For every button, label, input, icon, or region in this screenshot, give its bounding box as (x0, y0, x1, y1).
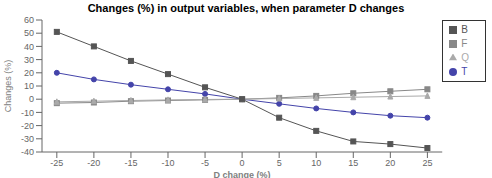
svg-text:20: 20 (24, 68, 34, 78)
svg-text:5: 5 (277, 158, 282, 168)
svg-text:15: 15 (348, 158, 358, 168)
html-text:Changes (%) in output variable: Changes (%) in output variables, when pa… (87, 2, 405, 14)
svg-text:-15: -15 (124, 158, 137, 168)
svg-text:-25: -25 (50, 158, 63, 168)
svg-text:0: 0 (29, 94, 34, 104)
svg-text:-40: -40 (21, 147, 34, 157)
svg-text:-20: -20 (87, 158, 100, 168)
svg-text:10: 10 (24, 81, 34, 91)
svg-text:-10: -10 (21, 108, 34, 118)
svg-text:-20: -20 (21, 121, 34, 131)
svg-text:30: 30 (24, 55, 34, 65)
svg-text:-10: -10 (161, 158, 174, 168)
svg-text:50: 50 (24, 28, 34, 38)
svg-text:25: 25 (422, 158, 432, 168)
svg-text:Changes (%): Changes (%) (8, 60, 13, 113)
svg-text:-30: -30 (21, 134, 34, 144)
svg-text:40: 40 (24, 42, 34, 52)
html-text:T: T (461, 66, 468, 77)
svg-text:D change (%): D change (%) (214, 170, 271, 178)
svg-text:-5: -5 (201, 158, 209, 168)
html-text:B: B (461, 24, 468, 35)
svg-text:10: 10 (311, 158, 321, 168)
svg-text:60: 60 (24, 16, 34, 25)
html-text:Q: Q (461, 52, 469, 63)
svg-text:0: 0 (240, 158, 245, 168)
html-text:F: F (461, 38, 468, 49)
svg-text:20: 20 (385, 158, 395, 168)
